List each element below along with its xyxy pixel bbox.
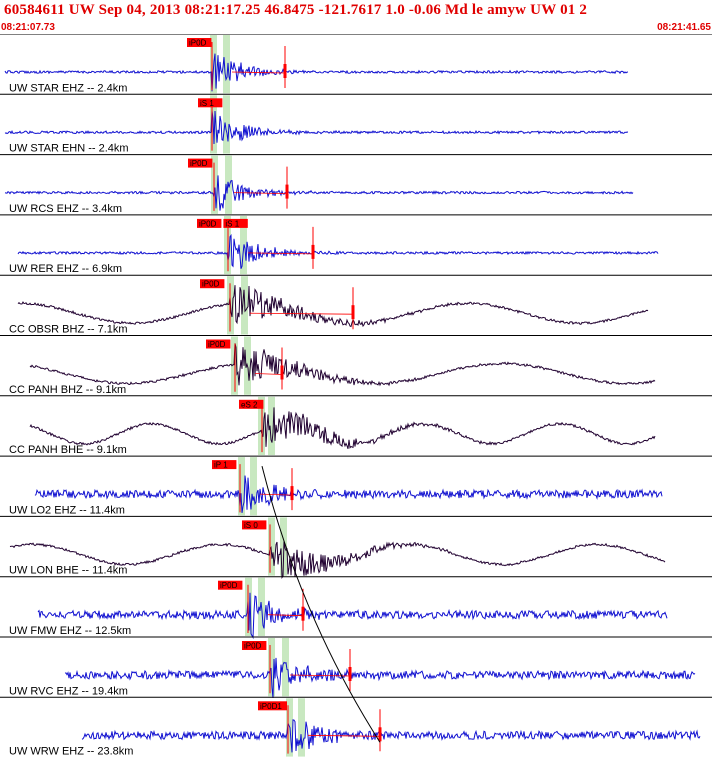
waveform [17,285,649,328]
station-label: UW RCS EHZ -- 3.4km [9,203,122,215]
waveform [29,343,656,387]
trace-10: iP0D UW FMW EHZ -- 12.5km [0,576,712,640]
station-label: CC OBSR BHZ -- 7.1km [9,324,128,336]
pick-label: iP0D [199,219,217,228]
trace-1: iP0D UW STAR EHZ -- 2.4km [0,34,712,94]
station-label: UW STAR EHZ -- 2.4km [9,82,127,94]
station-label: UW LON BHE -- 11.4km [9,565,127,577]
waveform [4,53,629,92]
phase-window [268,517,275,576]
waveform [37,592,668,640]
pick-label: iP0D [202,280,220,289]
trace-12: iP0D1 UW WRW EHZ -- 23.8km [0,696,712,758]
coda-marker-box [301,606,305,621]
pick-label: iP 1 [214,461,228,470]
pick-flag [197,218,222,228]
pick-flag [258,701,287,711]
station-label: UW RER EHZ -- 6.9km [9,263,122,275]
coda-line [233,192,288,194]
coda-line [249,312,354,315]
pick-flag [242,520,267,530]
trace-3: iP0D UW RCS EHZ -- 3.4km [0,154,712,215]
pick-label: iP0D [244,642,262,651]
coda-marker-box [285,184,289,199]
coda-marker-box [351,305,355,320]
pick-flag [223,218,248,228]
trace-2: iS 1 UW STAR EHN -- 2.4km [0,93,712,155]
pick-label: iP0D [208,340,226,349]
phase-window [238,457,245,516]
station-label: UW STAR EHN -- 2.4km [9,143,129,155]
pick-flag [188,158,213,168]
trace-8: iP 1 UW LO2 EHZ -- 11.4km [0,455,712,516]
trace-11: iP0D UW RVC EHZ -- 19.4km [0,636,712,699]
phase-window [268,396,275,456]
waveform [9,541,666,579]
station-label: UW WRW EHZ -- 23.8km [9,746,133,758]
waveform [17,233,659,269]
pick-label: iP0D [189,39,207,48]
coda-line [289,674,351,677]
coda-line [254,373,283,375]
trace-7: eS 2 CC PANH BHE -- 9.1km [0,395,712,456]
start-time-label: 08:21:07.73 [1,22,55,33]
pick-flag [187,38,212,47]
pick-flag [200,279,225,289]
trace-4: iP0D iS 1 UW RER EHZ -- 6.9km [0,214,712,275]
coda-line [267,614,304,617]
phase-window [282,638,289,697]
coda-marker-box [348,667,352,681]
coda-marker-box [378,727,382,742]
pick-flag [218,580,243,590]
coda-marker-box [280,365,284,380]
coda-line [307,734,381,737]
pick-flag [239,399,264,409]
station-label: UW FMW EHZ -- 12.5km [9,625,131,637]
pick-label: iP0D [190,159,208,168]
station-label: UW RVC EHZ -- 19.4km [9,685,128,697]
waveform [4,110,629,145]
pick-label: iP0D1 [260,702,282,711]
phase-window [223,95,230,154]
pick-flag [212,460,237,470]
pick-label: iS 1 [225,219,239,228]
trace-9: iS 0 UW LON BHE -- 11.4km [0,515,712,579]
phase-window [250,457,257,516]
end-time-label: 08:21:41.65 [657,22,711,33]
seismogram-panel[interactable]: iP0D UW STAR EHZ -- 2.4km iS 1 UW STAR EHN … [0,34,712,758]
pick-label: eS 2 [241,400,258,409]
waveform [4,175,634,211]
travel-time-curve [261,465,381,743]
coda-marker-box [290,486,294,501]
waveform [81,719,701,753]
phase-window [223,35,230,94]
coda-line [231,71,286,74]
pick-flag [242,641,267,650]
waveform [29,407,656,449]
coda-marker-box [311,244,315,259]
trace-5: iP0D CC OBSR BHZ -- 7.1km [0,274,712,336]
station-label: CC PANH BHE -- 9.1km [9,444,127,456]
coda-line [259,493,293,496]
coda-line [247,252,314,255]
phase-window [298,698,305,757]
event-header: 60584611 UW Sep 04, 2013 08:21:17.25 46.… [4,2,588,18]
coda-marker-box [283,64,287,78]
phase-window [268,638,275,697]
pick-label: iS 1 [200,99,214,108]
trace-6: iP0D CC PANH BHZ -- 9.1km [0,335,712,396]
pick-flag [206,339,231,349]
pick-label: iP0D [220,581,238,590]
station-label: UW LO2 EHZ -- 11.4km [9,504,125,516]
pick-flag [198,98,223,108]
pick-label: iS 0 [244,521,258,530]
waveform [34,475,663,513]
station-label: CC PANH BHZ -- 9.1km [9,384,126,396]
waveform [64,657,696,699]
